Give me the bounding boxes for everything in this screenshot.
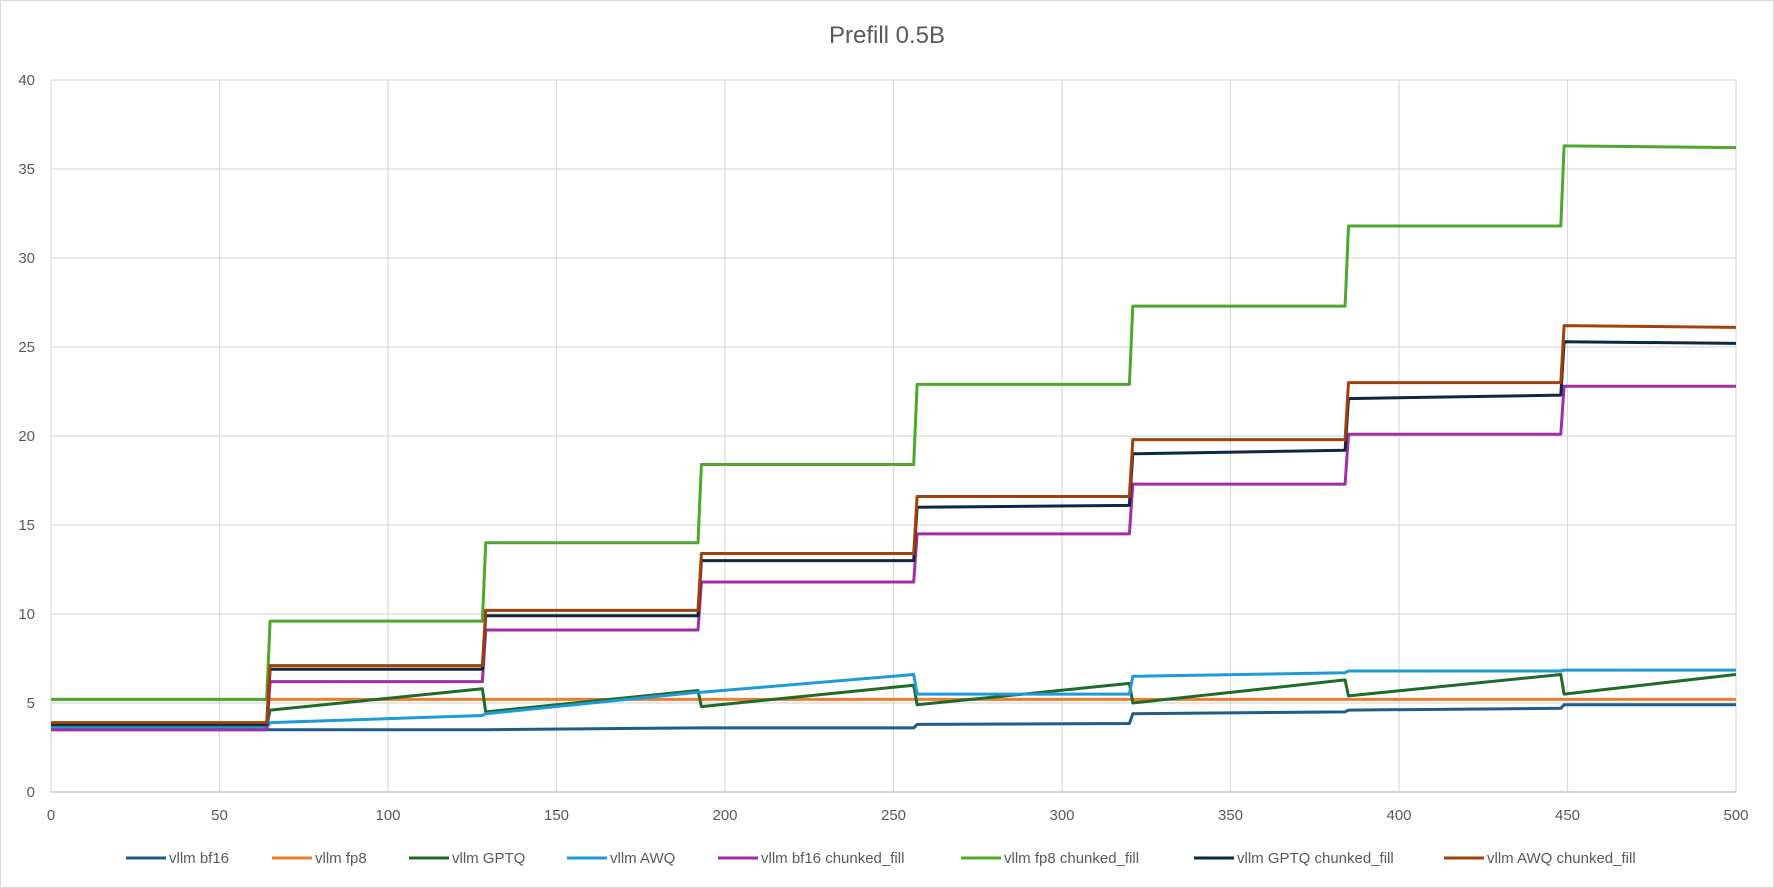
- gridlines: [50, 79, 1737, 793]
- y-tick-label: 10: [18, 606, 35, 623]
- x-tick-label: 300: [1049, 807, 1074, 824]
- series-line-3: [51, 668, 1736, 730]
- y-tick-label: 30: [18, 250, 35, 267]
- x-tick-label: 350: [1218, 807, 1243, 824]
- legend-label: vllm AWQ: [610, 850, 675, 867]
- x-tick-label: 400: [1386, 807, 1411, 824]
- legend-label: vllm GPTQ chunked_fill: [1237, 850, 1394, 867]
- series-line-2: [51, 673, 1737, 728]
- legend-label: vllm bf16: [169, 850, 229, 867]
- series-line-0: [51, 703, 1736, 732]
- legend-label: vllm fp8: [315, 850, 367, 867]
- legend-label: vllm AWQ chunked_fill: [1487, 850, 1636, 867]
- x-tick-label: 200: [712, 807, 737, 824]
- legend-label: vllm bf16 chunked_fill: [761, 850, 904, 867]
- y-tick-label: 20: [18, 428, 35, 445]
- x-tick-label: 150: [544, 807, 569, 824]
- y-tick-label: 15: [18, 517, 35, 534]
- legend-label: vllm GPTQ: [452, 850, 525, 867]
- y-tick-label: 25: [18, 339, 35, 356]
- legend: vllm bf16 vllm fp8 vllm GPTQ vllm AWQ vllm b…: [126, 850, 1636, 867]
- x-tick-label: 250: [881, 807, 906, 824]
- series-line-4: [51, 384, 1736, 732]
- x-tick-label: 100: [375, 807, 400, 824]
- y-tick-label: 0: [27, 784, 35, 801]
- x-tick-label: 500: [1723, 807, 1748, 824]
- series-line-5: [51, 144, 1737, 701]
- y-tick-label: 5: [27, 695, 35, 712]
- series-layer: [51, 144, 1737, 732]
- y-tick-label: 40: [18, 72, 35, 89]
- series-line-7: [51, 324, 1737, 725]
- x-tick-label: 50: [211, 807, 228, 824]
- chart-title: Prefill 0.5B: [829, 22, 945, 49]
- y-tick-label: 35: [18, 161, 35, 178]
- legend-label: vllm fp8 chunked_fill: [1004, 850, 1139, 867]
- x-tick-label: 450: [1555, 807, 1580, 824]
- x-tick-label: 0: [47, 807, 55, 824]
